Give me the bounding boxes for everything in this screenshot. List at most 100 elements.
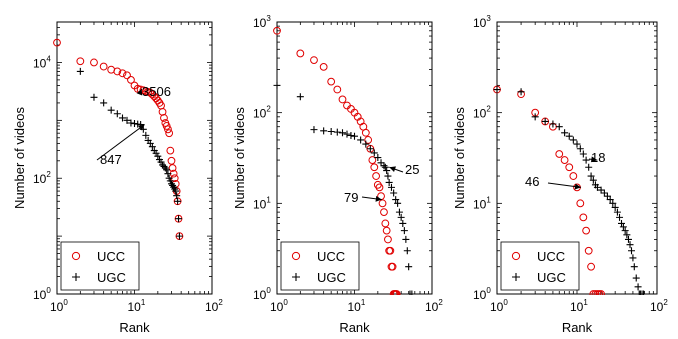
y-tick-label: 101 [253,195,271,211]
ugc-point [175,215,183,223]
ucc-point [375,183,384,192]
ucc-point [381,219,390,228]
ucc-point [333,85,342,94]
ugc-point [175,232,183,240]
ucc-point [382,226,391,235]
ugc-point [174,197,182,205]
legend: UCC UGC [60,241,140,291]
y-axis-label: Number of videos [232,107,247,209]
y-tick-label: 102 [473,105,491,121]
ugc-point [362,140,370,148]
ugc-point [161,164,169,172]
ucc-point [555,150,564,158]
annotation-arrow [547,182,582,190]
ugc-point [107,106,115,114]
ucc-point [386,246,395,255]
ucc-point [565,163,574,172]
ugc-point [385,178,393,186]
ugc-point [164,170,172,178]
ugc-point [310,126,318,134]
ucc-point [168,164,177,172]
ugc-point [381,163,389,171]
ugc-point [632,274,640,282]
ugc-point [623,231,631,239]
ucc-point [384,235,392,244]
ugc-point [397,213,405,221]
ucc-point [591,290,600,295]
ucc-point [113,67,122,76]
ugc-point [163,166,171,174]
ugc-point [640,290,648,295]
ugc-point [618,219,626,227]
ucc-point [273,26,281,35]
ugc-point [131,120,138,128]
series-ugc [273,81,416,295]
ugc-point [399,219,407,227]
ucc-point [579,213,588,222]
ugc-point [127,119,135,127]
ucc-point [165,129,174,138]
ugc-point [609,199,617,207]
ucc-point [372,172,381,180]
ugc-point [408,290,416,295]
ugc-point [585,163,593,171]
y-axis-label: Number of videos [452,107,467,209]
ucc-point [560,156,569,164]
ucc-point [569,172,578,180]
x-tick-label: 102 [425,298,443,314]
ucc-point [584,246,593,255]
ugc-point [549,120,557,128]
y-tick-label: 100 [253,286,271,302]
x-axis-label: Rank [339,320,370,335]
annotation-label: 46 [525,174,539,189]
ucc-point [338,95,347,104]
ugc-legend-marker [72,273,80,281]
ugc-point [383,167,391,175]
ugc-point [629,254,637,262]
ugc-point [100,99,108,107]
annotation-label: 79 [344,190,358,205]
ugc-point [380,162,388,170]
ucc-point [392,290,401,295]
chart-panel-2: 100 101 102 100 101 102 103 Rank Number of video… [232,14,443,335]
series-ucc [53,38,184,241]
ugc-point [616,213,624,221]
ugc-point [611,203,619,211]
y-tick-label: 104 [33,54,51,70]
ugc-point [154,152,162,160]
ugc-legend-marker [292,273,300,281]
ugc-point [173,192,181,200]
ugc-point [76,67,84,75]
ugc-point [366,145,374,153]
ugc-point [148,143,156,151]
ugc-point [395,208,403,216]
annotation-arrow [96,124,145,161]
ucc-point [127,75,135,84]
x-axis-label: Rank [562,320,593,335]
ucc-point [319,62,328,71]
y-tick-label: 101 [473,195,491,211]
ugc-point [387,183,395,191]
ugc-point [123,116,131,124]
x-tick-label: 100 [490,298,508,314]
ugc-point [394,199,402,207]
ugc-point [343,130,351,138]
annotation-label: 18 [591,150,605,165]
ugc-point [90,93,98,101]
ugc-point [626,241,634,249]
y-tick-label: 102 [253,105,271,121]
ugc-point [166,177,174,185]
legend: UCC UGC [500,241,580,291]
x-tick-label: 101 [570,298,588,314]
ugc-point [392,196,400,204]
ucc-point [76,57,85,66]
ugc-point [619,223,627,231]
ucc-point [327,77,336,86]
ucc-point [123,71,131,80]
ucc-point [167,156,176,165]
legend-item-ugc: UGC [292,270,346,285]
legend-box [500,241,580,291]
annotation-label: 25 [405,162,419,177]
ucc-point [368,156,377,164]
